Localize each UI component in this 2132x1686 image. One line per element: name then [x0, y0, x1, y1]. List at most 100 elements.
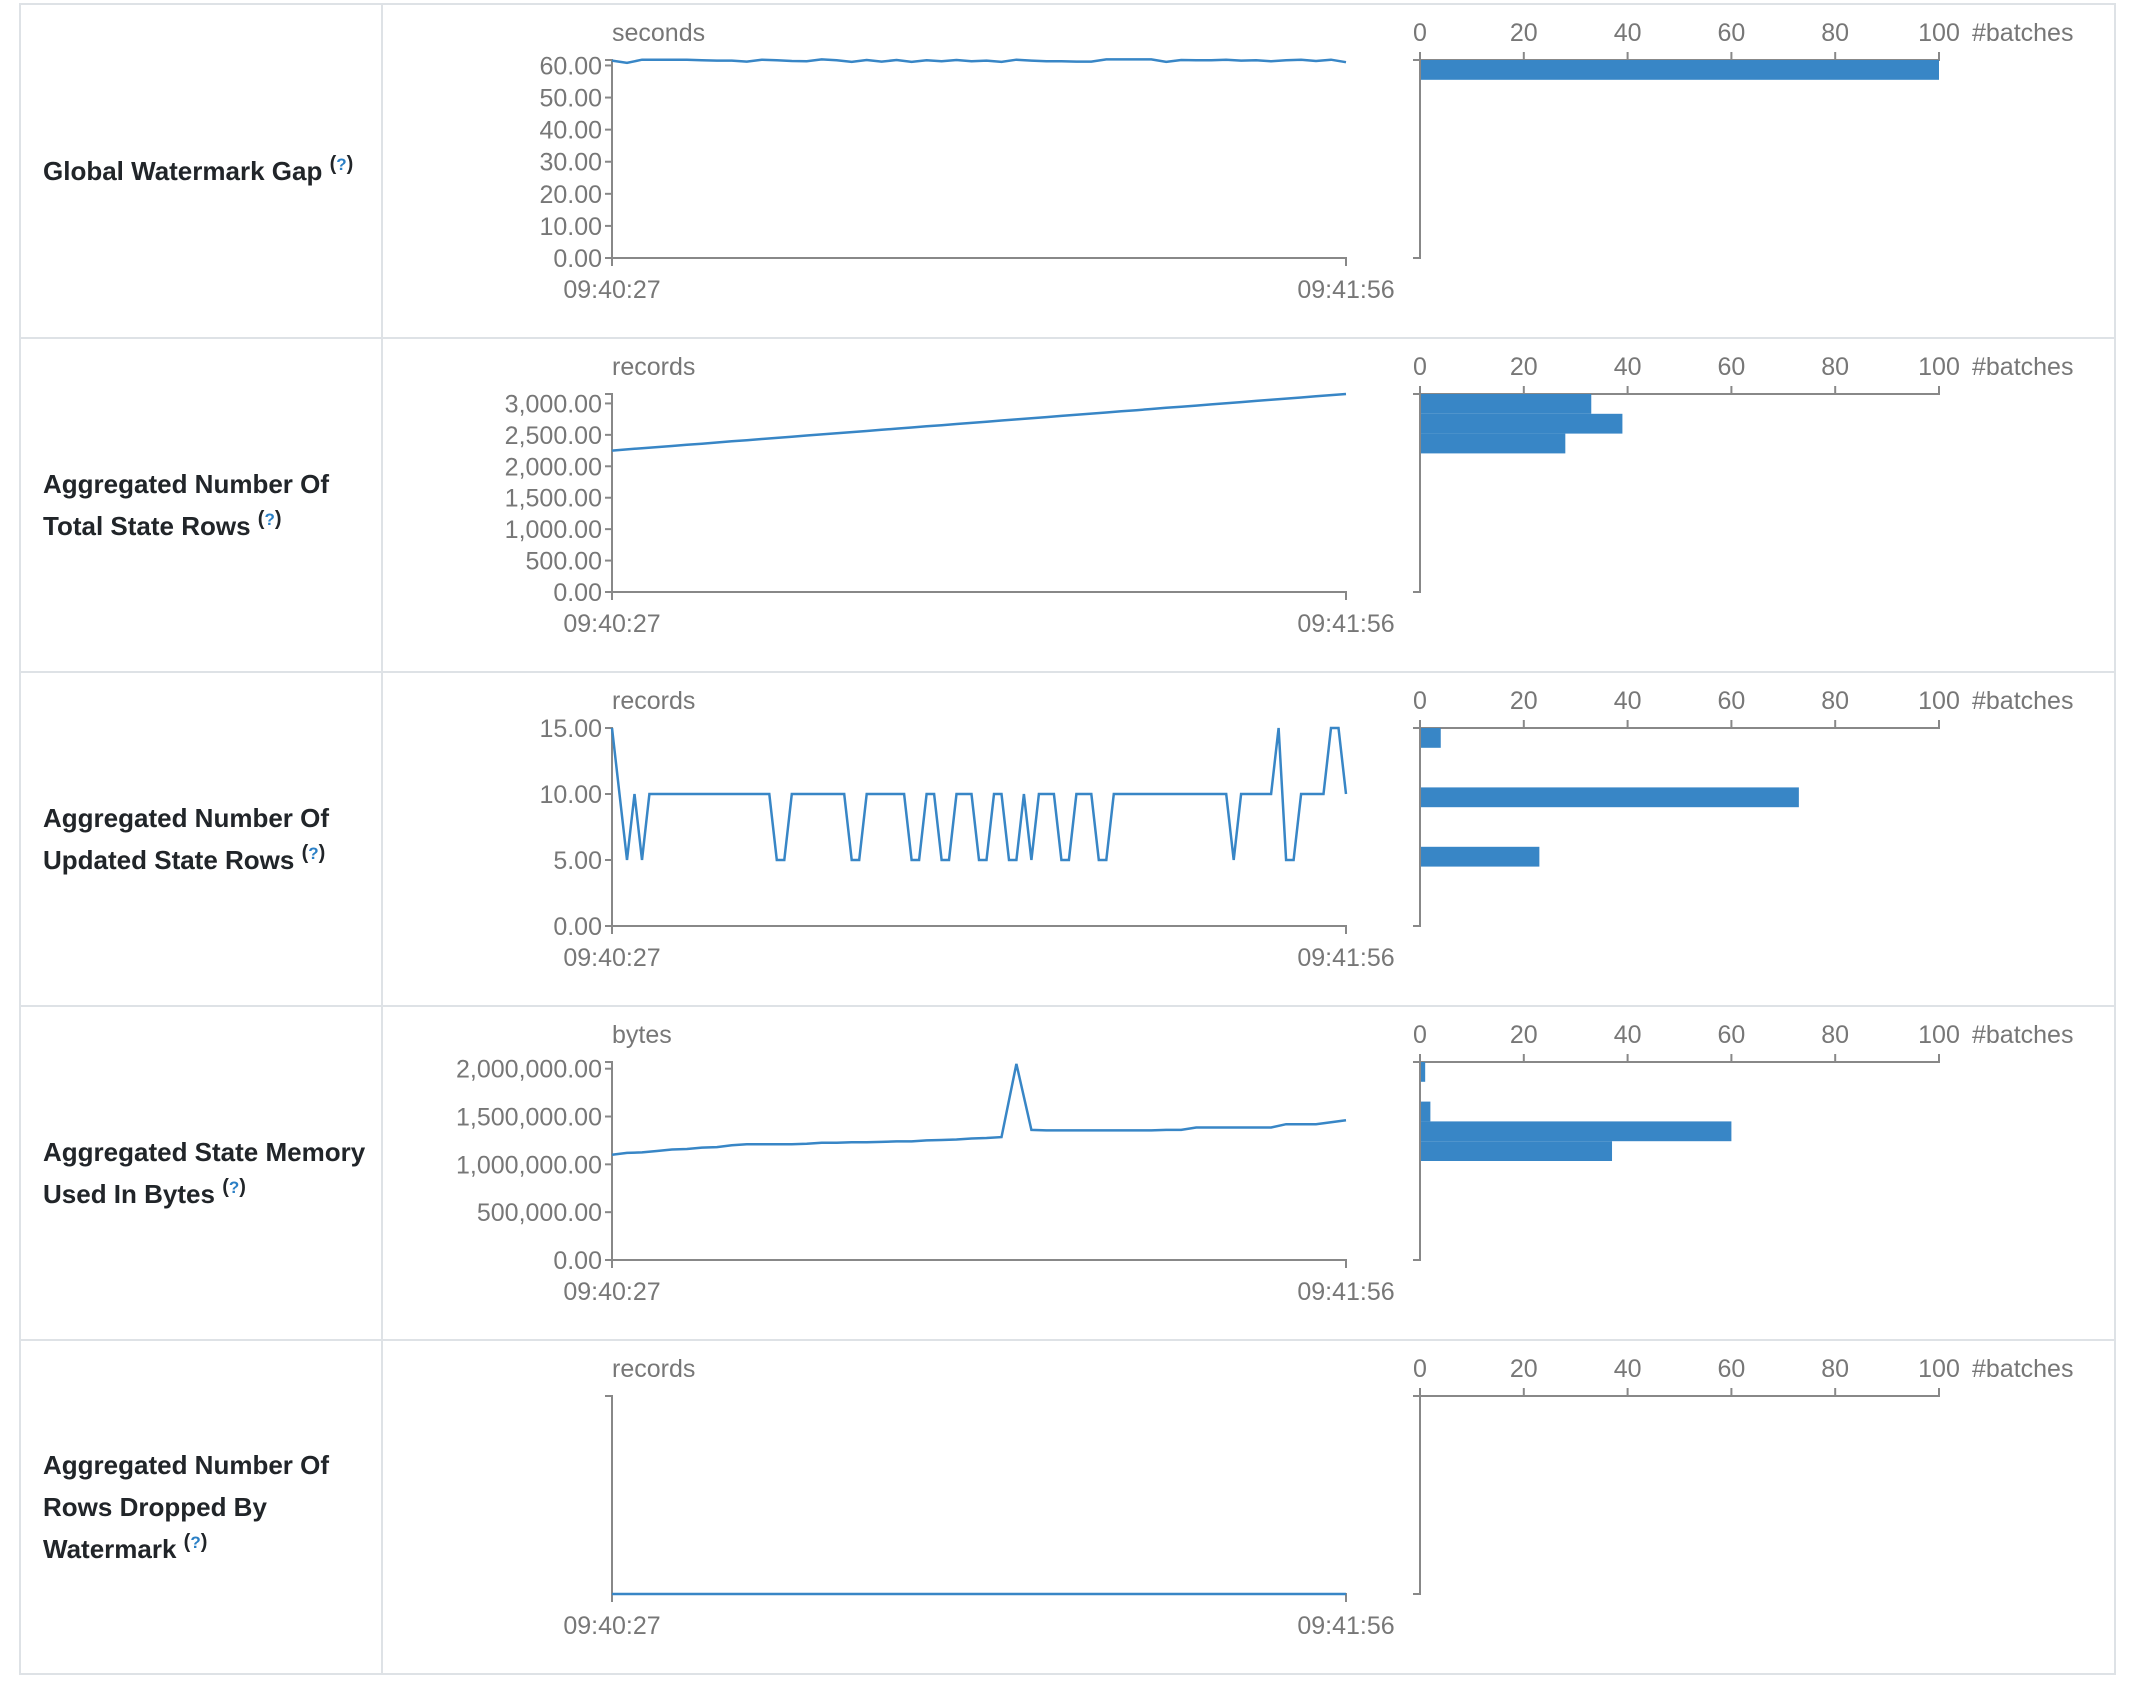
- y-tick-label: 500.00: [526, 548, 602, 576]
- x-tick-label: 09:41:56: [1297, 944, 1394, 972]
- hist-x-tick-label: 80: [1821, 687, 1849, 715]
- help-tooltip-icon[interactable]: (?): [222, 1176, 246, 1199]
- y-tick-label: 2,000,000.00: [456, 1056, 602, 1084]
- chart-svg: records 09:40:27 09:41:56 0 20 40 60 80 100 #batc…: [563, 1355, 2073, 1640]
- y-unit-label: seconds: [612, 19, 705, 47]
- histogram-axes: [1413, 720, 1940, 927]
- histogram-bar: [1421, 433, 1566, 454]
- hist-x-tick-label: 40: [1614, 19, 1642, 47]
- hist-x-tick-label: 80: [1821, 1355, 1849, 1383]
- hist-x-tick-label: 0: [1413, 353, 1427, 381]
- y-unit-label: records: [612, 687, 695, 715]
- metric-label: Aggregated Number Of Rows Dropped By Wat…: [43, 1450, 330, 1564]
- y-tick-label: 20.00: [539, 181, 602, 209]
- hist-x-axis-label: #batches: [1972, 1021, 2073, 1049]
- y-unit-label: records: [612, 1355, 695, 1383]
- x-tick-label: 09:40:27: [563, 1278, 660, 1306]
- hist-x-tick-label: 80: [1821, 1021, 1849, 1049]
- y-tick-label: 500,000.00: [477, 1199, 602, 1227]
- hist-x-tick-label: 0: [1413, 1355, 1427, 1383]
- histogram-bar: [1421, 728, 1441, 748]
- y-tick-label: 50.00: [539, 85, 602, 113]
- histogram-bar: [1421, 846, 1540, 867]
- hist-x-tick-label: 40: [1614, 1021, 1642, 1049]
- y-unit-label: bytes: [612, 1021, 672, 1049]
- hist-x-tick-label: 0: [1413, 19, 1427, 47]
- hist-x-tick-label: 40: [1614, 687, 1642, 715]
- metric-row: Aggregated Number Of Updated State Rows …: [19, 673, 2116, 1007]
- metric-row: Global Watermark Gap (?) seconds 0.00 10.0…: [19, 5, 2116, 339]
- hist-x-axis-label: #batches: [1972, 1355, 2073, 1383]
- metric-label: Aggregated State Memory Used In Bytes (?…: [43, 1137, 366, 1209]
- x-tick-label: 09:41:56: [1297, 610, 1394, 638]
- y-tick-label: 15.00: [539, 715, 602, 743]
- y-tick-label: 60.00: [539, 52, 602, 80]
- help-tooltip-icon[interactable]: (?): [257, 508, 282, 531]
- chart-cell: bytes 0.00 500,000.00 1,000,000.00 1,500,000…: [383, 1007, 2114, 1339]
- y-tick-label: 1,000,000.00: [456, 1151, 602, 1179]
- line-chart-axes: [605, 393, 1347, 600]
- chart-svg: records 0.00 5.00 10.00 15.00 09:40:27 09:41:5…: [539, 687, 2073, 972]
- x-tick-label: 09:40:27: [563, 944, 660, 972]
- y-tick-label: 5.00: [553, 847, 602, 875]
- data-line: [611, 392, 1347, 452]
- y-tick-label: 0.00: [553, 913, 602, 941]
- hist-x-tick-label: 20: [1510, 353, 1538, 381]
- help-tooltip-icon[interactable]: (?): [183, 1531, 208, 1554]
- data-line: [611, 1063, 1347, 1157]
- line-chart-axes: [605, 59, 1347, 266]
- hist-x-axis-label: #batches: [1972, 687, 2073, 715]
- data-line: [611, 58, 1347, 65]
- x-tick-label: 09:41:56: [1297, 1278, 1394, 1306]
- metric-label: Global Watermark Gap (?): [43, 153, 354, 186]
- hist-x-tick-label: 60: [1717, 687, 1745, 715]
- hist-x-tick-label: 80: [1821, 19, 1849, 47]
- histogram-bar: [1421, 413, 1623, 434]
- hist-x-tick-label: 40: [1614, 353, 1642, 381]
- y-tick-label: 2,000.00: [505, 453, 602, 481]
- hist-x-tick-label: 80: [1821, 353, 1849, 381]
- help-tooltip-icon[interactable]: (?): [301, 842, 326, 865]
- chart-svg: records 0.00 500.00 1,000.00 1,500.00 2,000.0…: [505, 353, 2074, 638]
- chart-svg: bytes 0.00 500,000.00 1,000,000.00 1,500,000…: [456, 1021, 2073, 1306]
- x-tick-label: 09:40:27: [563, 1612, 660, 1640]
- hist-x-tick-label: 0: [1413, 687, 1427, 715]
- y-tick-label: 1,000.00: [505, 516, 602, 544]
- hist-x-tick-label: 20: [1510, 1355, 1538, 1383]
- hist-x-tick-label: 60: [1717, 353, 1745, 381]
- metric-row: Aggregated Number Of Total State Rows (?…: [19, 339, 2116, 673]
- histogram-bar: [1421, 394, 1592, 414]
- histogram-bar: [1421, 1101, 1431, 1122]
- histogram-bar: [1421, 60, 1939, 80]
- metric-row: Aggregated Number Of Rows Dropped By Wat…: [19, 1341, 2116, 1675]
- hist-x-tick-label: 40: [1614, 1355, 1642, 1383]
- help-tooltip-icon[interactable]: (?): [329, 153, 354, 176]
- hist-x-tick-label: 100: [1918, 687, 1960, 715]
- hist-x-tick-label: 60: [1717, 1355, 1745, 1383]
- histogram-axes: [1413, 52, 1940, 259]
- hist-x-tick-label: 100: [1918, 1355, 1960, 1383]
- y-tick-label: 0.00: [553, 1247, 602, 1275]
- hist-x-tick-label: 60: [1717, 19, 1745, 47]
- hist-x-tick-label: 100: [1918, 19, 1960, 47]
- hist-x-tick-label: 100: [1918, 353, 1960, 381]
- metric-label: Aggregated Number Of Total State Rows (?…: [43, 469, 330, 541]
- x-tick-label: 09:41:56: [1297, 1612, 1394, 1640]
- histogram-bar: [1421, 787, 1799, 808]
- y-tick-label: 3,000.00: [505, 390, 602, 418]
- histogram-axes: [1413, 1388, 1940, 1595]
- x-tick-label: 09:41:56: [1297, 276, 1394, 304]
- line-chart-axes: [605, 1061, 1347, 1268]
- histogram-bar: [1421, 1141, 1613, 1161]
- chart-cell: seconds 0.00 10.00 20.00 30.00 40.00 50.00 60.0…: [383, 5, 2114, 337]
- hist-x-axis-label: #batches: [1972, 19, 2073, 47]
- hist-x-tick-label: 20: [1510, 687, 1538, 715]
- chart-svg: seconds 0.00 10.00 20.00 30.00 40.00 50.00 60.0…: [539, 19, 2073, 304]
- y-tick-label: 0.00: [553, 245, 602, 273]
- hist-x-tick-label: 60: [1717, 1021, 1745, 1049]
- line-chart-axes: [605, 1395, 1347, 1602]
- hist-x-axis-label: #batches: [1972, 353, 2073, 381]
- chart-cell: records 09:40:27 09:41:56 0 20 40 60 80 100 #batc…: [383, 1341, 2114, 1673]
- histogram-bar: [1421, 1062, 1426, 1082]
- y-tick-label: 1,500.00: [505, 485, 602, 513]
